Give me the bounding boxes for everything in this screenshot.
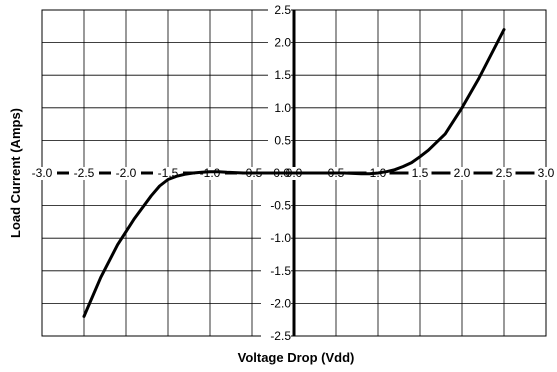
y-tick-label: -0.5	[270, 199, 291, 213]
y-tick-label-bg	[261, 329, 291, 342]
y-tick-label: 1.0	[274, 101, 291, 115]
y-tick-label-bg	[268, 133, 291, 147]
x-tick-label: -2.5	[74, 166, 95, 180]
y-axis-title: Load Current (Amps)	[8, 108, 23, 238]
y-tick-label-bg	[261, 296, 291, 310]
y-tick-label: -1.0	[270, 231, 291, 245]
y-tick-label-bg	[268, 3, 291, 16]
y-tick-label: 2.0	[274, 36, 291, 50]
x-tick-label-bg	[111, 167, 141, 180]
y-tick-label-bg	[261, 231, 291, 245]
y-tick-label: 2.5	[274, 3, 291, 17]
x-tick-label: 2.0	[454, 166, 471, 180]
x-tick-label: 2.5	[496, 166, 513, 180]
x-tick-label: -3.0	[32, 166, 53, 180]
y-tick-label-bg	[261, 263, 291, 277]
y-tick-label: -2.0	[270, 296, 291, 310]
y-tick-label: -2.5	[270, 329, 291, 343]
series-lines	[82, 28, 506, 318]
x-tick-label-bg	[492, 167, 516, 180]
y-tick-label: 1.5	[274, 68, 291, 82]
x-tick-label-bg	[534, 167, 557, 180]
x-tick-label: 1.5	[412, 166, 429, 180]
x-tick-label-bg	[408, 167, 432, 180]
x-axis-title: Voltage Drop (Vdd)	[238, 350, 355, 365]
y-tick-label-bg	[268, 35, 291, 49]
x-tick-label: -2.0	[116, 166, 137, 180]
x-tick-label-bg	[27, 167, 57, 180]
y-tick-label-bg	[268, 100, 291, 114]
y-tick-label: 0.5	[274, 133, 291, 147]
y-tick-label-bg	[261, 198, 291, 212]
series-line	[82, 28, 506, 318]
x-tick-label-bg	[69, 167, 99, 180]
y-tick-label: -1.5	[270, 264, 291, 278]
x-tick-label-bg	[450, 167, 474, 180]
y-tick-label-bg	[268, 68, 291, 82]
x-tick-label: 3.0	[538, 166, 555, 180]
